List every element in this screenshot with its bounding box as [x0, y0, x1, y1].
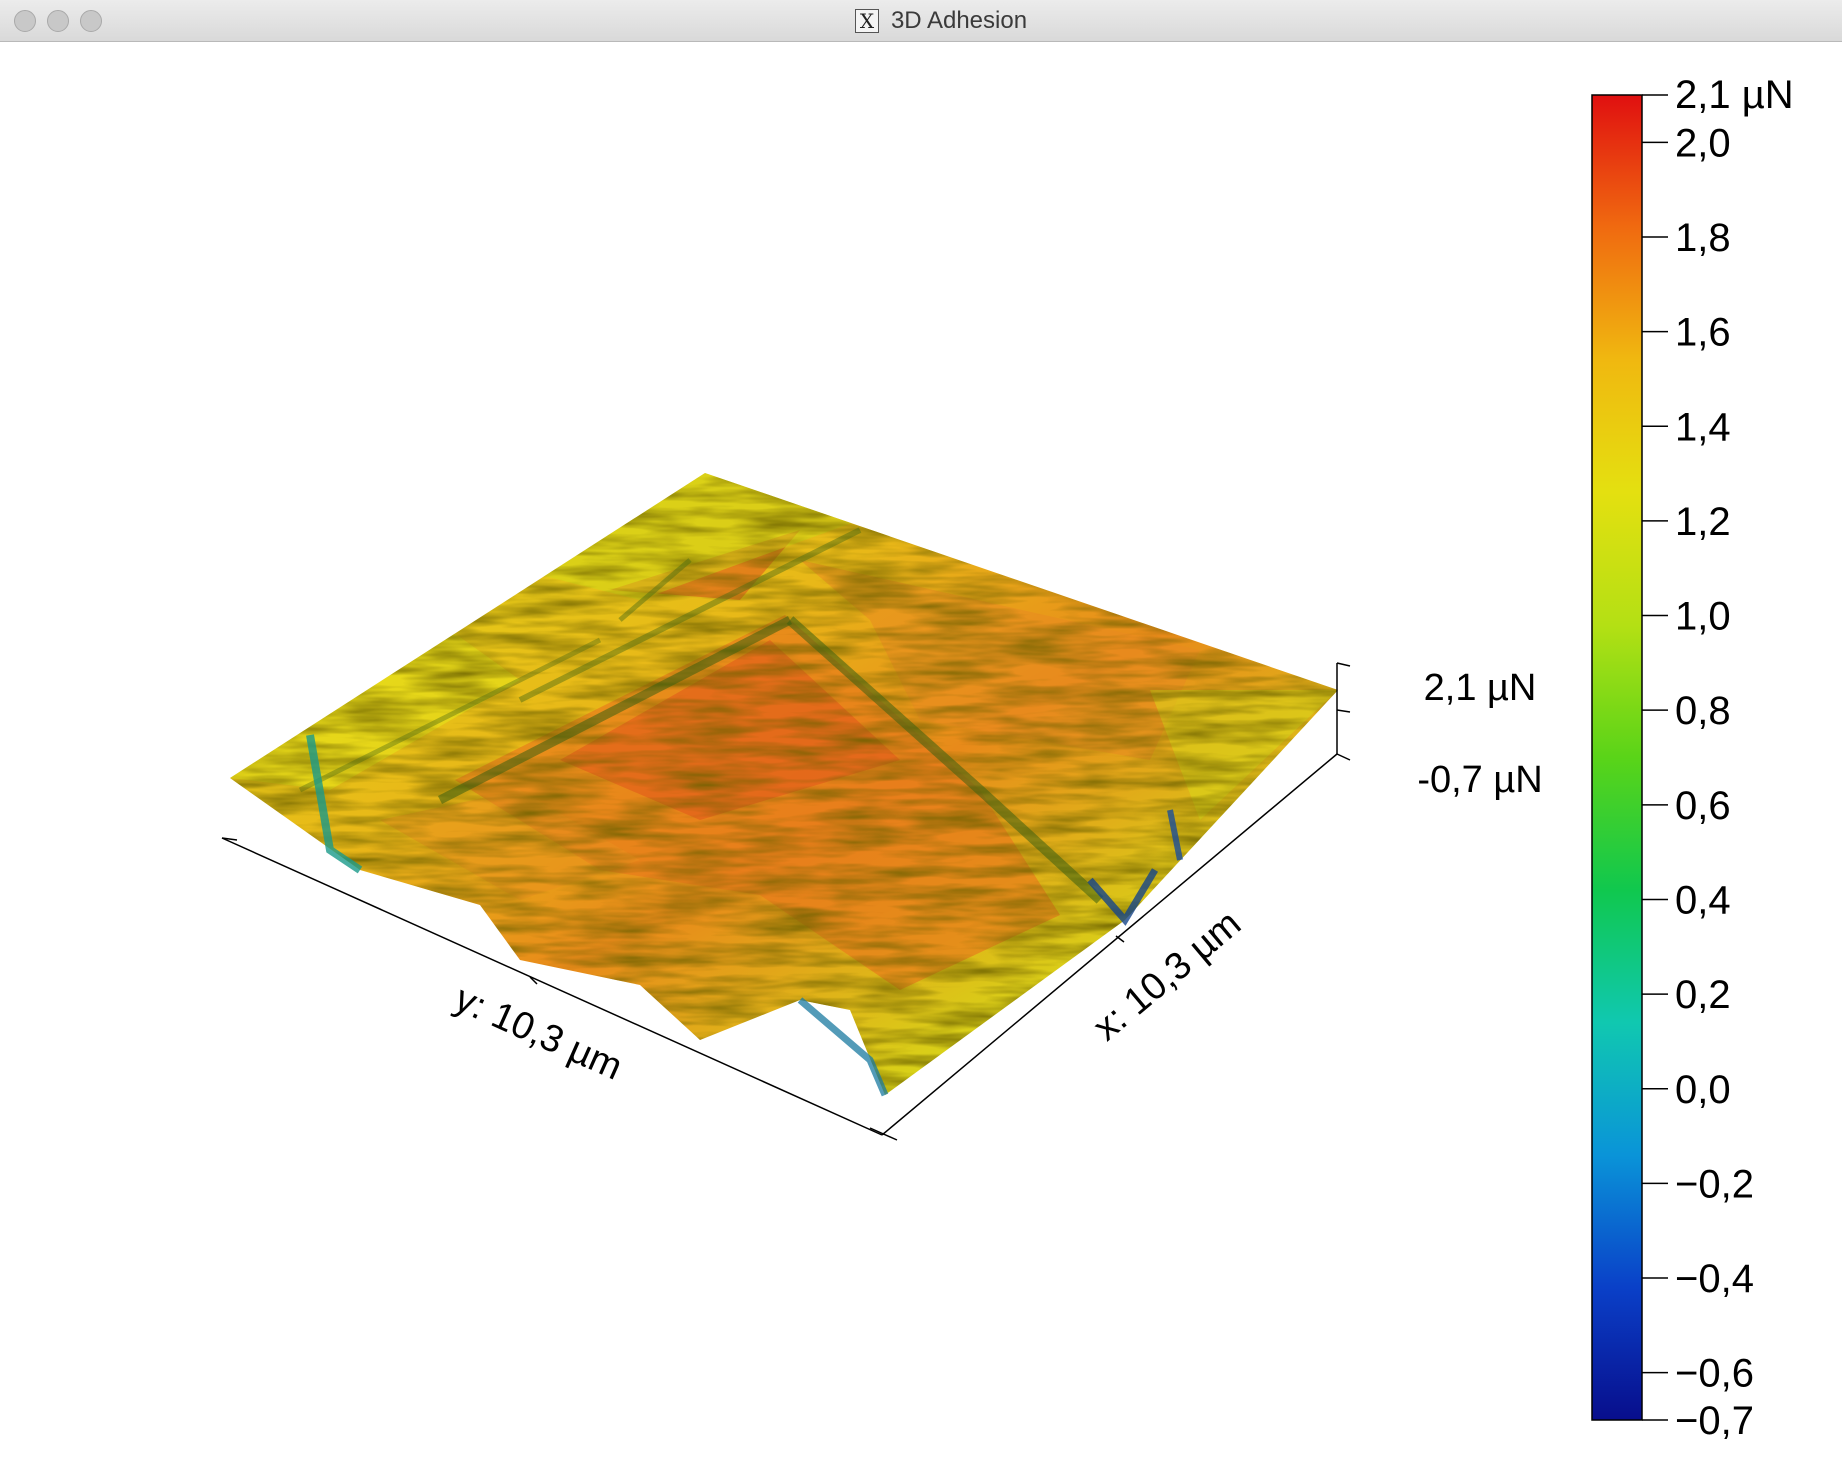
- y-axis-tick-mid: [529, 976, 538, 985]
- colorbar-tick-label: 2,0: [1675, 121, 1731, 165]
- z-axis-max-label: 2,1 µN: [1424, 667, 1537, 709]
- colorbar-tick-label: 1,4: [1675, 405, 1731, 449]
- colorbar-ticks: 2,0 1,8 1,6 1,4 1,2 1,0 0,8 0,6 0,4 0,2 0,0 −0,2 −0,…: [1642, 121, 1754, 1443]
- colorbar-top-label: 2,1 µN: [1675, 73, 1794, 117]
- colorbar-gradient-bar: [1591, 94, 1643, 1421]
- colorbar-tick-label: 1,2: [1675, 500, 1731, 544]
- colorbar-tick-label: 0,0: [1675, 1068, 1731, 1112]
- y-axis-line: [221, 837, 883, 1136]
- colorbar-tick-label: 1,6: [1675, 311, 1731, 355]
- plot-area: y: 10,3 µm x: 10,3 µm 2,1 µN -0,7 µN 2,0…: [0, 42, 1842, 1456]
- z-axis-min-label: -0,7 µN: [1417, 759, 1542, 801]
- colorbar-tick-label: 0,6: [1675, 784, 1731, 828]
- surface-plot-svg: y: 10,3 µm x: 10,3 µm 2,1 µN -0,7 µN 2,0…: [221, 73, 1794, 1443]
- zoom-button[interactable]: [80, 10, 102, 32]
- colorbar: 2,0 1,8 1,6 1,4 1,2 1,0 0,8 0,6 0,4 0,2 0,0 −0,2 −0,…: [1591, 73, 1794, 1443]
- colorbar-tick-label: 0,8: [1675, 689, 1731, 733]
- y-axis-tick-start: [221, 837, 238, 841]
- colorbar-tick-label: 1,0: [1675, 595, 1731, 639]
- adhesion-surface: [230, 473, 1338, 1097]
- y-axis-label: y: 10,3 µm: [449, 978, 629, 1089]
- x11-icon: X: [854, 9, 879, 33]
- surface-detail: [230, 473, 1338, 1095]
- z-axis-tick-mid: [1336, 709, 1351, 713]
- colorbar-tick-label: 0,2: [1675, 973, 1731, 1017]
- colorbar-tick-label: −0,2: [1675, 1162, 1754, 1206]
- colorbar-tick-label: 1,8: [1675, 216, 1731, 260]
- colorbar-tick-label: −0,4: [1675, 1257, 1754, 1301]
- window-title: 3D Adhesion: [890, 7, 1028, 34]
- colorbar-tick-label: 0,4: [1675, 878, 1731, 922]
- window-title-group: X 3D Adhesion: [0, 0, 1842, 42]
- colorbar-tick-label: −0,7: [1675, 1399, 1754, 1443]
- close-button[interactable]: [14, 10, 36, 32]
- minimize-button[interactable]: [47, 10, 69, 32]
- x-axis-line: [881, 753, 1338, 1136]
- x-axis-tick-end: [1336, 753, 1351, 761]
- title-bar: X 3D Adhesion: [0, 0, 1842, 42]
- z-axis-tick-top: [1336, 662, 1351, 667]
- x-axis-tick-mid: [1115, 935, 1125, 943]
- colorbar-tick-label: −0,6: [1675, 1352, 1754, 1396]
